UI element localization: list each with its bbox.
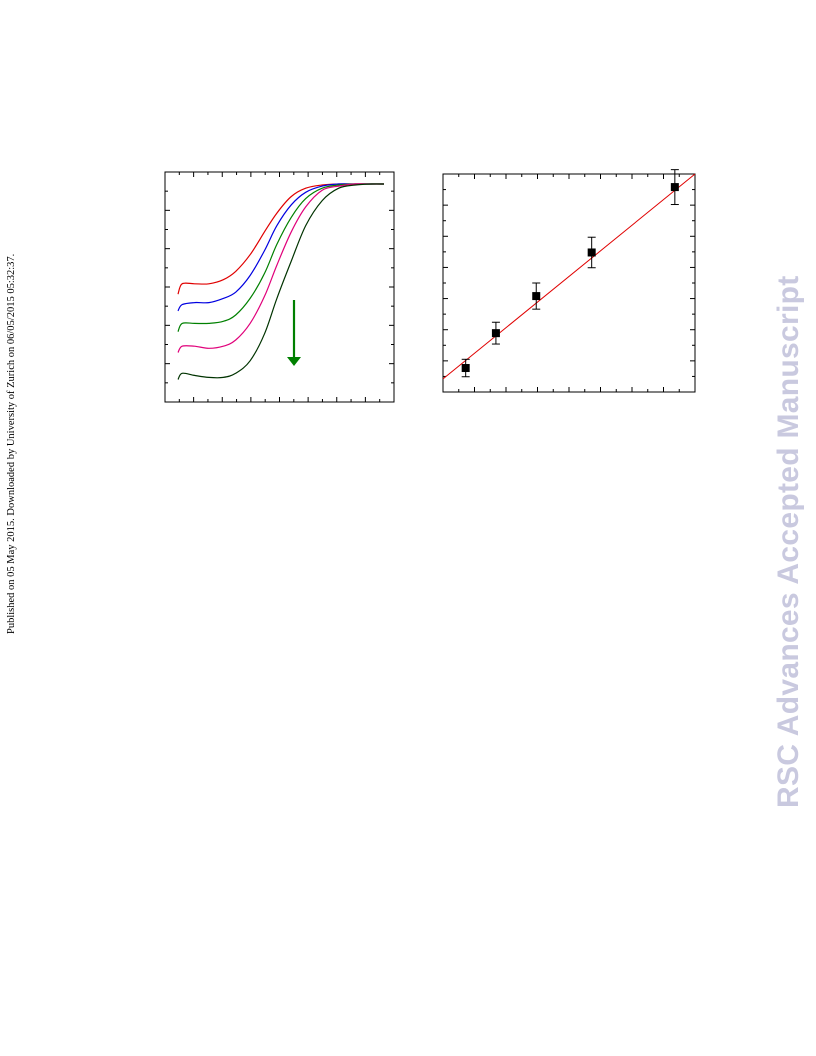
right-frame (442, 173, 696, 393)
data-point (587, 248, 596, 257)
data-point (670, 183, 679, 192)
left-series-line-4 (177, 183, 384, 353)
data-point (461, 364, 470, 373)
left-series-line-5 (177, 183, 385, 380)
linear-fit-line (442, 173, 696, 380)
left-series-line-2 (177, 183, 384, 312)
right-chart (442, 169, 696, 393)
left-series-line-3 (177, 183, 384, 332)
data-point (491, 329, 500, 338)
data-point (532, 292, 541, 301)
left-frame (164, 171, 395, 403)
trend-arrow-head (287, 357, 301, 366)
left-chart (164, 171, 395, 403)
left-series-line-1 (177, 183, 384, 295)
